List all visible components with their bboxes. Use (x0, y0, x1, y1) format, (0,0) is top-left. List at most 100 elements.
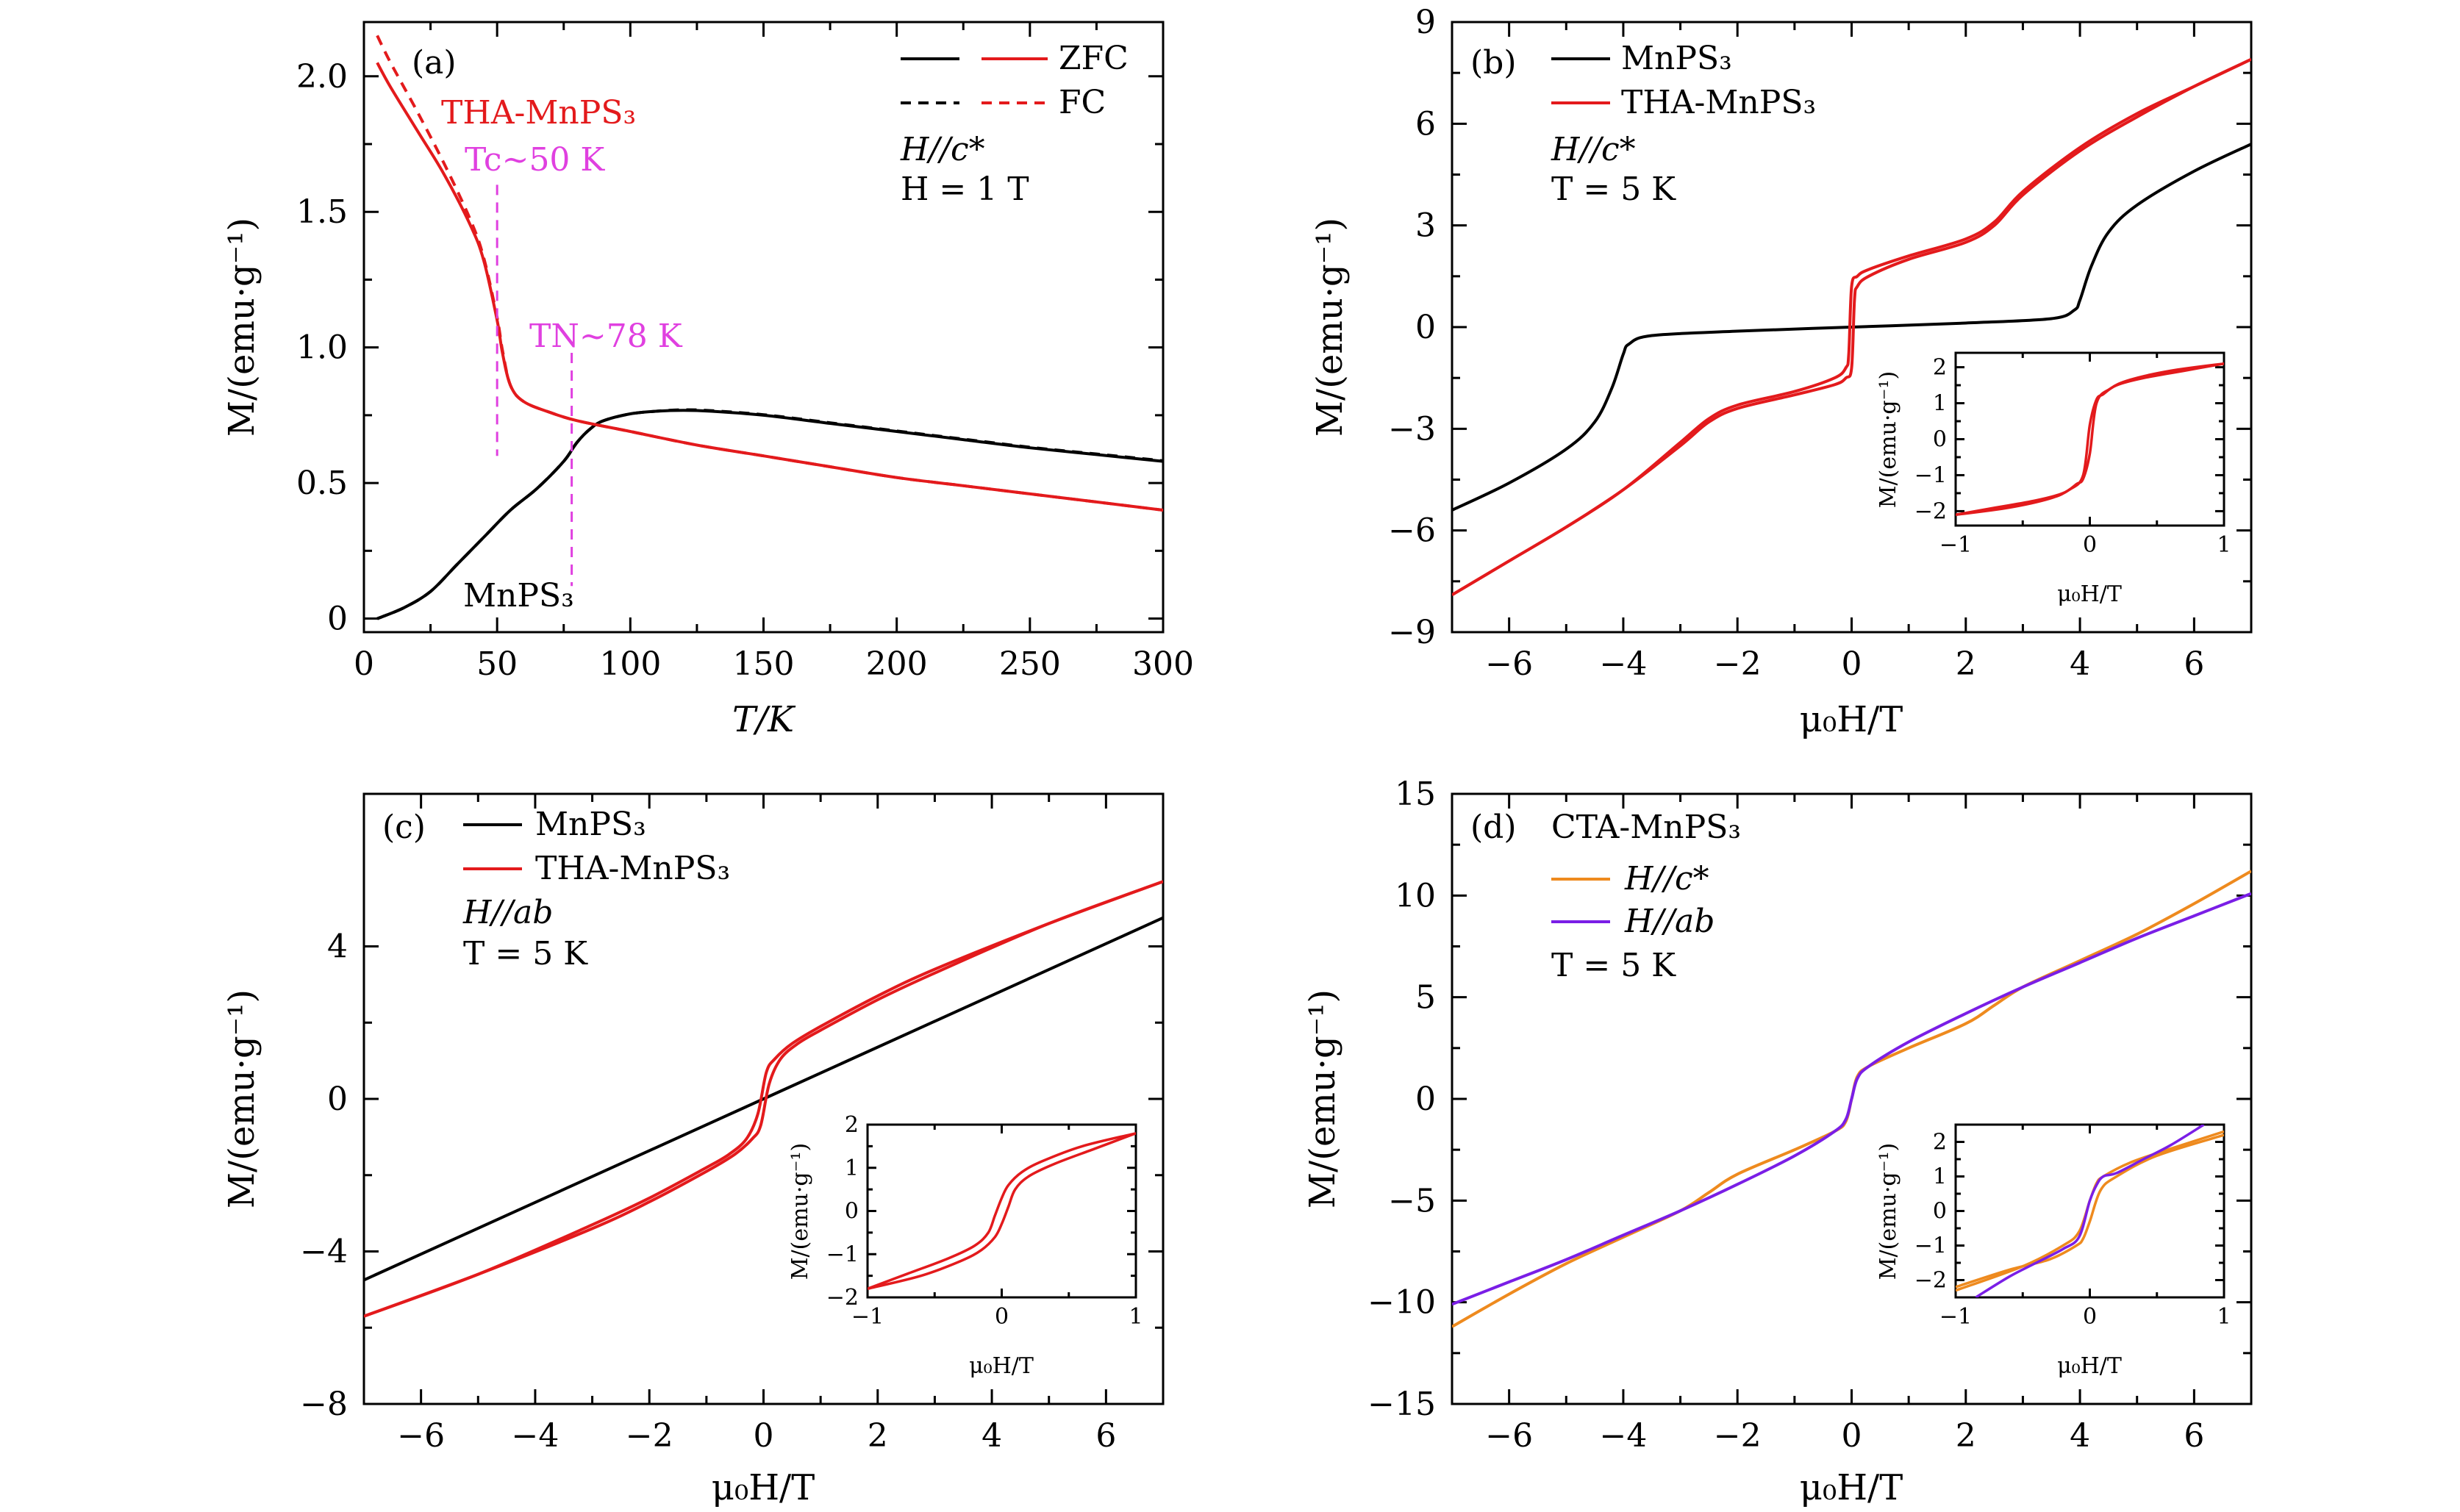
panel-d-label: (d) (1470, 809, 1517, 846)
panel-d-inset-ytick-label: −2 (1914, 1268, 1947, 1294)
panel-a-condition-1: H//c* (900, 131, 985, 168)
panel-d-inset-ylabel: M/(emu·g⁻¹) (1876, 1143, 1901, 1280)
panel-b-ytick-label: 6 (1415, 105, 1436, 143)
panel-b-xtick-label: 4 (2070, 645, 2090, 683)
panel-b-ytick-label: 0 (1415, 309, 1436, 346)
legend-label-h-c: H//c* (1624, 860, 1709, 897)
panel-c-label: (c) (382, 809, 426, 846)
panel-c: −6 −4 −2 0 2 4 6 −8 −4 0 4 (c) MnPS₃ THA-MnPS₃ H//… (221, 792, 1165, 1508)
panel-c-ytick-label: 4 (327, 928, 348, 966)
panel-d-ytick-label: 0 (1415, 1081, 1436, 1118)
panel-b-inset-series-0 (1956, 362, 2224, 517)
panel-d-inset-xlabel: μ₀H/T (2057, 1353, 2122, 1379)
panel-d-ytick-label: 10 (1395, 877, 1436, 914)
panel-c-inset-xtick-label: 0 (995, 1304, 1009, 1330)
panel-d-xtick-label: 4 (2070, 1417, 2090, 1455)
panel-a-ytick-label: 0 (327, 601, 348, 638)
panel-b-ytick-label: −9 (1388, 614, 1436, 651)
panel-d-xtick-label: −4 (1599, 1417, 1647, 1455)
panel-a-xtick-label: 100 (599, 645, 661, 683)
legend-label-tha-mnps3-c: THA-MnPS₃ (535, 850, 730, 887)
panel-a-ytick-label: 0.5 (296, 465, 348, 502)
panel-d-inset-series-2 (1975, 1125, 2205, 1297)
panel-b-xtick-label: −2 (1714, 645, 1762, 683)
panel-d-ytick-label: −5 (1388, 1182, 1436, 1219)
annotation-tn: TN~78 K (529, 318, 683, 355)
legend-label-zfc: ZFC (1059, 40, 1129, 77)
panel-a-ylabel: M/(emu·g⁻¹) (221, 218, 262, 437)
panel-c-series-2 (364, 880, 1163, 1318)
panel-c-ytick-label: 0 (327, 1081, 348, 1118)
panel-d-xlabel: μ₀H/T (1800, 1467, 1903, 1508)
panel-c-inset-ytick-label: 2 (845, 1112, 859, 1138)
panel-b-inset-xtick-label: 0 (2083, 532, 2097, 558)
panel-d-xtick-label: 2 (1956, 1417, 1976, 1455)
panel-b-ytick-label: −6 (1388, 512, 1436, 550)
panel-c-inset-xtick-label: −1 (851, 1304, 884, 1330)
panel-a-condition-2: H = 1 T (901, 171, 1029, 208)
panel-c-inset-frame (866, 1123, 1137, 1299)
panel-a-ytick-label: 1.0 (296, 329, 348, 367)
panel-c-series-0 (364, 916, 1163, 1282)
legend-label-h-ab: H//ab (1624, 903, 1715, 940)
panel-b-inset-xtick-label: 1 (2217, 532, 2231, 558)
panel-c-xtick-label: 0 (754, 1417, 774, 1455)
panel-a-ytick-label: 1.5 (296, 193, 348, 231)
panel-a-xtick-label: 300 (1132, 645, 1194, 683)
panel-c-condition-2: T = 5 K (463, 935, 588, 972)
panel-b-inset-ytick-label: −1 (1914, 462, 1947, 488)
panel-d-xtick-label: −2 (1714, 1417, 1762, 1455)
panel-d-inset-ytick-label: 2 (1933, 1130, 1947, 1156)
panel-d-inset-xtick-label: 1 (2217, 1304, 2231, 1330)
panel-d-title: CTA-MnPS₃ (1551, 809, 1741, 846)
panel-b-label: (b) (1470, 44, 1517, 82)
panel-c-inset-xlabel: μ₀H/T (969, 1353, 1034, 1379)
panel-c-xtick-label: −2 (626, 1417, 673, 1455)
panel-c-inset-ytick-label: −2 (826, 1285, 859, 1311)
panel-b-inset-series-1 (1956, 362, 2224, 517)
panel-a-ytick-label: 2.0 (296, 58, 348, 96)
panel-c-inset-ytick-label: 1 (845, 1156, 859, 1181)
legend-label-mnps3: MnPS₃ (1621, 40, 1732, 77)
panel-c-series-1 (364, 880, 1163, 1318)
panel-c-inset-xtick-label: 1 (1129, 1304, 1143, 1330)
panel-b-inset-frame (1954, 351, 2225, 527)
panel-b-xtick-label: 0 (1842, 645, 1862, 683)
panel-b-ytick-label: −3 (1388, 410, 1436, 448)
panel-c-inset-series-0 (868, 1132, 1136, 1290)
panel-c-ylabel: M/(emu·g⁻¹) (221, 989, 262, 1208)
panel-a-xlabel: T/K (732, 699, 796, 740)
panel-b-inset-ytick-label: 1 (1933, 391, 1947, 417)
panel-c-xtick-label: −6 (397, 1417, 445, 1455)
panel-b-ytick-label: 3 (1415, 207, 1436, 245)
panel-d-inset-ytick-label: 1 (1933, 1164, 1947, 1190)
panel-d-condition: T = 5 K (1551, 947, 1676, 984)
panel-c-inset-ylabel: M/(emu·g⁻¹) (787, 1143, 813, 1280)
panel-c-xlabel: μ₀H/T (712, 1467, 815, 1508)
panel-a-xtick-label: 250 (999, 645, 1061, 683)
panel-a-xtick-label: 0 (354, 645, 374, 683)
panel-c-inset-ytick-label: −1 (826, 1242, 859, 1267)
panel-c-xtick-label: −4 (511, 1417, 559, 1455)
panel-b-ylabel: M/(emu·g⁻¹) (1309, 218, 1351, 437)
panel-b-ytick-label: 9 (1415, 4, 1436, 41)
panel-d-inset-xtick-label: −1 (1939, 1304, 1972, 1330)
panel-d-inset-xtick-label: 0 (2083, 1304, 2097, 1330)
panel-c-inset-series-1 (868, 1132, 1136, 1290)
panel-a-xtick-label: 200 (866, 645, 928, 683)
annotation-mnps3: MnPS₃ (463, 577, 574, 615)
panel-a-xtick-label: 150 (733, 645, 795, 683)
panel-b-inset-xtick-label: −1 (1939, 532, 1972, 558)
panel-d-xtick-label: 6 (2184, 1417, 2204, 1455)
annotation-tc: Tc~50 K (465, 141, 605, 179)
panel-a-xtick-label: 50 (476, 645, 518, 683)
panel-b-inset-ylabel: M/(emu·g⁻¹) (1876, 371, 1901, 508)
legend-label-mnps3-c: MnPS₃ (535, 806, 646, 843)
panel-d-xtick-label: −6 (1485, 1417, 1533, 1455)
panel-b: −6 −4 −2 0 2 4 6 −9 −6 −3 0 3 6 9 (b) MnPS₃ THA-MnPS₃… (1309, 4, 2253, 740)
panel-d-inset-ytick-label: 0 (1933, 1199, 1947, 1225)
panel-c-xtick-label: 6 (1095, 1417, 1116, 1455)
